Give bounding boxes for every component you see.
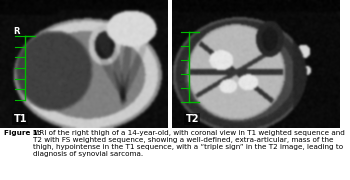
- Text: R: R: [14, 28, 20, 37]
- Text: MRI of the right thigh of a 14-year-old, with coronal view in T1 weighted sequen: MRI of the right thigh of a 14-year-old,…: [33, 130, 344, 157]
- Text: T2: T2: [186, 114, 199, 124]
- Text: Figure 1:: Figure 1:: [4, 130, 43, 136]
- Text: T1: T1: [13, 114, 27, 124]
